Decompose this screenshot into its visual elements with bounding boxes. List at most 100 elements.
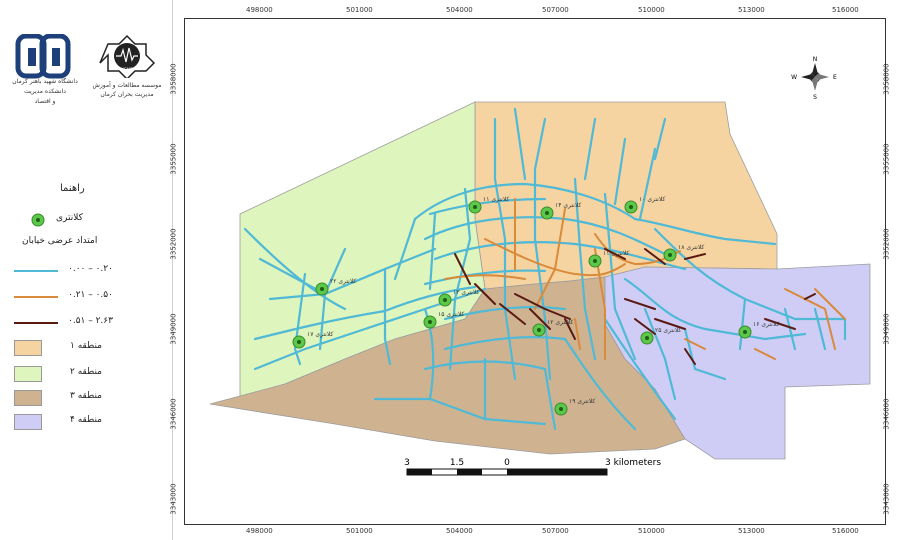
y-tick-right-label: 3358000 bbox=[882, 63, 891, 95]
police-station-marker[interactable]: کلانتری ۱۸ bbox=[663, 244, 704, 262]
police-station-label: کلانتری ۱۸ bbox=[678, 244, 704, 251]
legend-street-class-row: ۰.۰۰ – ۰.۲۰ bbox=[0, 262, 172, 280]
y-tick-left-label: 3343000 bbox=[169, 483, 178, 515]
police-station-label: کلانتری ۲۵ bbox=[655, 327, 681, 334]
x-tick-bottom-label: 504000 bbox=[446, 527, 473, 535]
police-station-label: کلانتری ۱۵ bbox=[438, 311, 464, 318]
police-station-marker[interactable]: کلانتری ۱۲ bbox=[532, 319, 573, 337]
university-caption-2: دانشکده مدیریت bbox=[24, 88, 66, 95]
north-arrow: N S E W bbox=[791, 56, 837, 101]
south-arrow-icon bbox=[812, 77, 818, 91]
north-arrow-icon bbox=[812, 63, 818, 77]
y-tick-left-label: 3346000 bbox=[169, 398, 178, 430]
y-tick-left-label: 3352000 bbox=[169, 228, 178, 260]
police-station-label: کلانتری ۱۳ bbox=[453, 289, 479, 296]
legend-street-heading: امتداد عرضی خیابان bbox=[0, 234, 172, 252]
scale-label-0: 0 bbox=[504, 458, 510, 468]
police-station-label: کلانتری ۱۱ bbox=[483, 196, 509, 203]
streets-class-1 bbox=[243, 107, 847, 431]
police-station-dot bbox=[668, 253, 672, 257]
police-station-marker[interactable]: کلانتری ۱۷ bbox=[292, 331, 333, 349]
y-tick-right-label: 3349000 bbox=[882, 313, 891, 345]
police-station-marker[interactable]: کلانتری ۲۵ bbox=[640, 327, 681, 345]
police-station-dot bbox=[320, 287, 324, 291]
scale-label-3: 3 bbox=[404, 458, 410, 468]
x-tick-bottom-label: 498000 bbox=[246, 527, 273, 535]
legend-street-class-row: ۰.۲۱ – ۰.۵۰ bbox=[0, 288, 172, 306]
y-tick-right-label: 3346000 bbox=[882, 398, 891, 430]
x-tick-bottom-label: 510000 bbox=[638, 527, 665, 535]
legend-station-label: کلانتری bbox=[56, 213, 83, 223]
street-class-swatch bbox=[14, 322, 58, 324]
y-tick-left-label: 3349000 bbox=[169, 313, 178, 345]
police-station-label: کلانتری ۱۲ bbox=[547, 319, 573, 326]
police-station-marker[interactable]: کلانتری ۲۲ bbox=[315, 278, 356, 296]
y-tick-right-label: 3343000 bbox=[882, 483, 891, 515]
north-label: N bbox=[813, 56, 818, 63]
police-station-label: کلانتری ۱۶ bbox=[753, 321, 779, 328]
y-tick-left-label: 3358000 bbox=[169, 63, 178, 95]
map-frame[interactable]: کلانتری ۱۱ کلانتری ۱۴ کلانتری ۱۰ کلانتری ۱۸… bbox=[184, 18, 886, 525]
institute-logo: KCMC موسسه مطالعات و آموزش مدیریت بحران … bbox=[88, 34, 166, 104]
station-symbol-icon bbox=[31, 213, 45, 227]
legend-zone-row: منطقه ۳ bbox=[0, 388, 172, 406]
zone-swatch bbox=[14, 414, 42, 430]
police-station-marker[interactable]: کلانتری ۱۹ bbox=[554, 398, 595, 416]
x-tick-bottom-label: 501000 bbox=[346, 527, 373, 535]
zone-label: منطقه ۴ bbox=[70, 415, 103, 425]
x-tick-top-label: 498000 bbox=[246, 6, 273, 14]
police-station-dot bbox=[473, 205, 477, 209]
zone-swatch bbox=[14, 340, 42, 356]
street-class-swatch bbox=[14, 296, 58, 298]
y-tick-left-label: 3355000 bbox=[169, 143, 178, 175]
police-station-marker[interactable]: کلانتری ۱۳ bbox=[438, 289, 479, 307]
x-tick-bottom-label: 507000 bbox=[542, 527, 569, 535]
university-caption-3: و اقتصاد bbox=[34, 98, 56, 105]
university-emblem-icon bbox=[15, 33, 71, 79]
police-station-dot bbox=[443, 298, 447, 302]
street-class-label: ۰.۰۰ – ۰.۲۰ bbox=[68, 264, 113, 274]
legend-zone-row: منطقه ۱ bbox=[0, 338, 172, 356]
stations-layer: کلانتری ۱۱ کلانتری ۱۴ کلانتری ۱۰ کلانتری ۱۸… bbox=[292, 196, 779, 416]
police-station-dot bbox=[545, 211, 549, 215]
map-canvas[interactable]: کلانتری ۱۱ کلانتری ۱۴ کلانتری ۱۰ کلانتری ۱۸… bbox=[185, 19, 885, 524]
police-station-dot bbox=[593, 259, 597, 263]
zone-label: منطقه ۲ bbox=[70, 367, 103, 377]
police-station-marker[interactable]: کلانتری ۱۱ bbox=[588, 250, 629, 268]
police-station-marker[interactable]: کلانتری ۱۰ bbox=[624, 196, 665, 214]
police-station-label: کلانتری ۱۹ bbox=[569, 398, 595, 405]
legend-title: راهنما bbox=[60, 183, 85, 194]
police-station-marker[interactable]: کلانتری ۱۱ bbox=[468, 196, 509, 214]
police-station-label: کلانتری ۱۰ bbox=[639, 196, 665, 203]
legend-street-width-label: امتداد عرضی خیابان bbox=[22, 236, 98, 246]
west-label: W bbox=[791, 74, 797, 81]
police-station-marker[interactable]: کلانتری ۱۶ bbox=[738, 321, 779, 339]
scale-label-1-5: 1.5 bbox=[450, 458, 464, 468]
police-station-marker[interactable]: کلانتری ۱۵ bbox=[423, 311, 464, 329]
legend-panel: دانشگاه شهید باهنر کرمان دانشکده مدیریت … bbox=[0, 0, 173, 540]
street-class-swatch bbox=[14, 270, 58, 272]
police-station-label: کلانتری ۱۱ bbox=[603, 250, 629, 257]
south-label: S bbox=[813, 94, 817, 101]
streets-class-2 bbox=[444, 198, 846, 360]
police-station-dot bbox=[537, 328, 541, 332]
zone-swatch bbox=[14, 366, 42, 382]
police-station-dot bbox=[297, 340, 301, 344]
zone-4-polygon[interactable] bbox=[604, 263, 871, 460]
x-tick-bottom-label: 516000 bbox=[832, 527, 859, 535]
zone-label: منطقه ۱ bbox=[70, 341, 103, 351]
x-tick-top-label: 513000 bbox=[738, 6, 765, 14]
police-station-marker[interactable]: کلانتری ۱۴ bbox=[540, 202, 581, 220]
police-station-dot bbox=[428, 320, 432, 324]
y-tick-right-label: 3352000 bbox=[882, 228, 891, 260]
institute-emblem-text: KCMC bbox=[121, 67, 133, 72]
police-station-label: کلانتری ۲۲ bbox=[330, 278, 356, 285]
legend-zone-row: منطقه ۴ bbox=[0, 412, 172, 430]
police-station-dot bbox=[629, 205, 633, 209]
police-station-dot bbox=[559, 407, 563, 411]
x-tick-top-label: 501000 bbox=[346, 6, 373, 14]
zone-swatch bbox=[14, 390, 42, 406]
police-station-label: کلانتری ۱۴ bbox=[555, 202, 581, 209]
police-station-label: کلانتری ۱۷ bbox=[307, 331, 333, 338]
legend-street-class-row: ۰.۵۱ – ۲.۶۳ bbox=[0, 314, 172, 332]
